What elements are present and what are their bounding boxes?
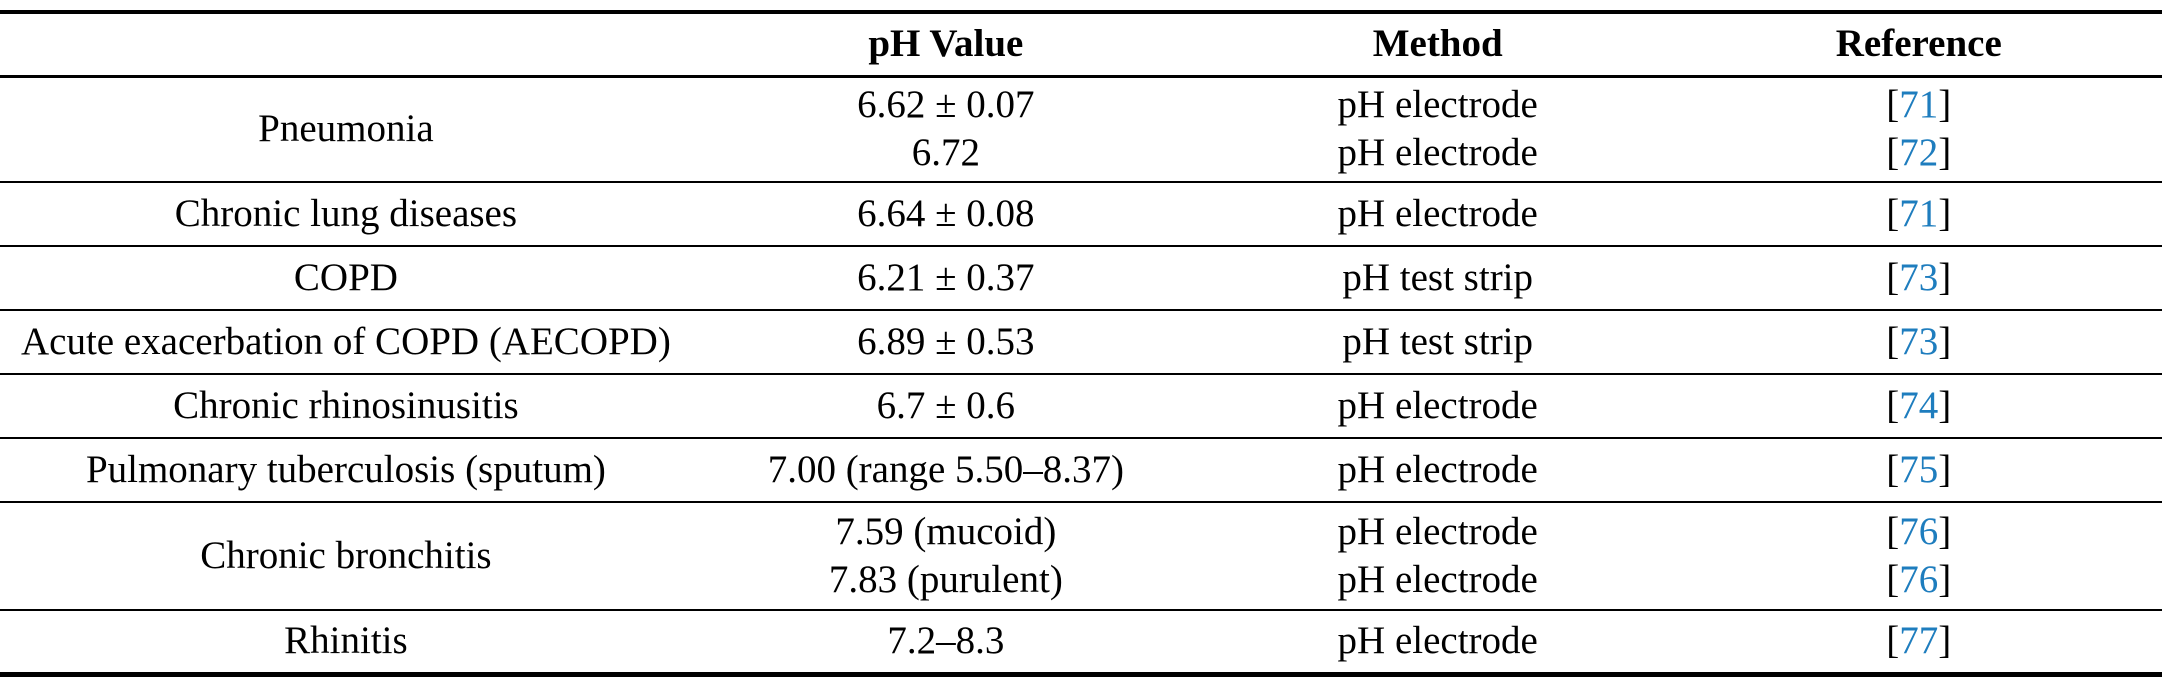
bracket-close: ] [1938,83,1952,127]
bracket-close: ] [1938,384,1952,427]
reference-number[interactable]: 74 [1899,384,1939,427]
ph-value: 7.83 (purulent) [828,558,1063,601]
bracket-close: ] [1938,192,1952,235]
bracket-open: [ [1886,448,1900,491]
reference-link[interactable]: [71] [1676,81,2162,129]
reference-link[interactable]: [75] [1676,446,2162,494]
reference-number[interactable]: 71 [1899,83,1939,127]
table-row-chronic-bronchitis: Chronic bronchitis 7.59 (mucoid) 7.83 (p… [0,502,2162,610]
table-row-chronic-rhinosinusitis: Chronic rhinosinusitis 6.7 ± 0.6 pH elec… [0,374,2162,438]
reference-number[interactable]: 73 [1899,320,1939,363]
bracket-close: ] [1938,320,1952,363]
method-value: pH electrode [1337,131,1538,175]
reference-link[interactable]: [73] [1676,254,2162,302]
condition-cell: Chronic bronchitis [200,534,492,577]
reference-number[interactable]: 72 [1899,131,1939,175]
reference-cell: [77] [1676,610,2162,674]
bracket-close: ] [1938,510,1952,553]
ph-value-cell: 7.59 (mucoid) 7.83 (purulent) [692,502,1200,610]
reference-link[interactable]: [76] [1676,556,2162,604]
bracket-open: [ [1886,384,1900,427]
condition-cell: COPD [293,256,398,299]
method-cell: pH test strip [1342,320,1534,363]
bracket-open: [ [1886,558,1900,601]
reference-number[interactable]: 73 [1899,256,1939,299]
table-row-aecopd: Acute exacerbation of COPD (AECOPD) 6.89… [0,310,2162,374]
reference-number[interactable]: 76 [1899,558,1939,601]
method-cell: pH electrode pH electrode [1200,502,1676,610]
reference-cell: [75] [1676,438,2162,502]
method-cell: pH electrode [1337,192,1538,235]
method-cell: pH electrode [1337,384,1538,427]
column-header-method: Method [1372,22,1503,66]
bracket-close: ] [1938,558,1952,601]
column-header-ph-value: pH Value [868,22,1024,66]
ph-value-cell: 6.7 ± 0.6 [876,384,1016,427]
column-header-condition [0,12,692,76]
bracket-open: [ [1886,83,1900,127]
ph-value: 6.72 [911,131,980,175]
reference-number[interactable]: 77 [1899,619,1939,663]
ph-value-cell: 7.00 (range 5.50–8.37) [767,448,1125,491]
bracket-open: [ [1886,192,1900,235]
method-cell: pH electrode pH electrode [1200,76,1676,182]
table-row-rhinitis: Rhinitis 7.2–8.3 pH electrode [77] [0,610,2162,674]
bracket-open: [ [1886,131,1900,175]
reference-cell: [71] [72] [1676,76,2162,182]
reference-link[interactable]: [72] [1676,129,2162,177]
table-row-pneumonia: Pneumonia 6.62 ± 0.07 6.72 pH electrode … [0,76,2162,182]
bracket-open: [ [1886,510,1900,553]
bracket-close: ] [1938,448,1952,491]
ph-value-cell: 6.89 ± 0.53 [857,320,1035,363]
ph-value-cell: 6.62 ± 0.07 6.72 [692,76,1200,182]
reference-cell: [74] [1676,374,2162,438]
condition-cell: Pneumonia [258,107,434,151]
bracket-open: [ [1886,256,1900,299]
method-cell: pH test strip [1342,256,1534,299]
reference-link[interactable]: [71] [1676,190,2162,238]
bracket-open: [ [1886,619,1900,663]
condition-cell: Rhinitis [284,619,408,663]
column-header-reference: Reference [1835,22,2002,66]
condition-cell: Chronic rhinosinusitis [173,384,519,427]
method-value: pH electrode [1337,510,1538,553]
method-cell: pH electrode [1337,448,1538,491]
method-value: pH electrode [1337,83,1538,127]
ph-values-table: pH Value Method Reference Pneumonia 6.62… [0,10,2162,677]
condition-cell: Pulmonary tuberculosis (sputum) [85,448,606,491]
reference-number[interactable]: 71 [1899,192,1939,235]
reference-link[interactable]: [74] [1676,382,2162,430]
reference-cell: [71] [1676,182,2162,246]
method-cell: pH electrode [1337,619,1538,663]
ph-value: 6.62 ± 0.07 [857,83,1035,127]
bracket-close: ] [1938,619,1952,663]
reference-number[interactable]: 76 [1899,510,1939,553]
reference-link[interactable]: [77] [1676,617,2162,665]
method-value: pH electrode [1337,558,1538,601]
bracket-close: ] [1938,131,1952,175]
table-header-row: pH Value Method Reference [0,12,2162,76]
ph-value: 7.59 (mucoid) [835,510,1057,553]
reference-cell: [76] [76] [1676,502,2162,610]
table-row-chronic-lung-diseases: Chronic lung diseases 6.64 ± 0.08 pH ele… [0,182,2162,246]
reference-link[interactable]: [76] [1676,508,2162,556]
table-row-copd: COPD 6.21 ± 0.37 pH test strip [73] [0,246,2162,310]
bracket-open: [ [1886,320,1900,363]
ph-value-cell: 6.64 ± 0.08 [857,192,1035,235]
reference-number[interactable]: 75 [1899,448,1939,491]
reference-link[interactable]: [73] [1676,318,2162,366]
ph-value-cell: 7.2–8.3 [887,619,1005,663]
condition-cell: Acute exacerbation of COPD (AECOPD) [20,320,671,363]
ph-value-cell: 6.21 ± 0.37 [857,256,1035,299]
condition-cell: Chronic lung diseases [174,192,518,235]
bracket-close: ] [1938,256,1952,299]
reference-cell: [73] [1676,310,2162,374]
reference-cell: [73] [1676,246,2162,310]
table-row-pulmonary-tuberculosis: Pulmonary tuberculosis (sputum) 7.00 (ra… [0,438,2162,502]
